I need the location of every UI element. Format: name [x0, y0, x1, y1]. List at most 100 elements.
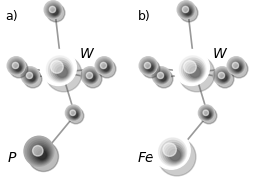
Circle shape — [66, 106, 81, 120]
Circle shape — [89, 75, 95, 81]
Circle shape — [21, 67, 39, 85]
Circle shape — [163, 143, 176, 156]
Circle shape — [45, 2, 62, 18]
Circle shape — [29, 142, 59, 171]
Circle shape — [102, 64, 109, 71]
Circle shape — [227, 57, 245, 75]
Circle shape — [218, 72, 228, 82]
Circle shape — [68, 108, 84, 124]
Circle shape — [228, 58, 245, 74]
Circle shape — [34, 147, 48, 161]
Circle shape — [42, 52, 75, 84]
Circle shape — [203, 110, 209, 116]
Circle shape — [204, 111, 211, 118]
Circle shape — [67, 107, 80, 120]
Circle shape — [87, 73, 96, 82]
Circle shape — [202, 109, 213, 119]
Circle shape — [88, 74, 95, 81]
Circle shape — [173, 50, 209, 86]
Circle shape — [10, 60, 28, 78]
Circle shape — [203, 110, 212, 119]
Circle shape — [155, 70, 169, 83]
Circle shape — [23, 69, 38, 84]
Circle shape — [26, 72, 33, 79]
Circle shape — [157, 72, 164, 79]
Circle shape — [101, 63, 110, 72]
Circle shape — [73, 113, 77, 117]
Circle shape — [180, 4, 193, 17]
Circle shape — [165, 145, 183, 163]
Circle shape — [46, 56, 82, 92]
Circle shape — [46, 3, 61, 18]
Circle shape — [178, 2, 195, 18]
Circle shape — [181, 5, 193, 17]
Circle shape — [27, 140, 52, 165]
Circle shape — [27, 73, 36, 82]
Circle shape — [31, 143, 50, 163]
Circle shape — [219, 73, 228, 82]
Circle shape — [154, 69, 169, 84]
Circle shape — [24, 70, 38, 83]
Circle shape — [232, 62, 242, 72]
Circle shape — [84, 70, 102, 88]
Circle shape — [201, 108, 217, 124]
Circle shape — [167, 147, 182, 162]
Circle shape — [179, 3, 194, 18]
Circle shape — [9, 59, 24, 74]
Circle shape — [86, 72, 96, 82]
Circle shape — [144, 62, 154, 72]
Circle shape — [213, 67, 231, 85]
Circle shape — [142, 60, 160, 78]
Circle shape — [186, 62, 203, 79]
Circle shape — [231, 61, 243, 73]
Circle shape — [95, 57, 113, 75]
Circle shape — [216, 70, 229, 83]
Circle shape — [103, 65, 109, 71]
Circle shape — [15, 65, 21, 71]
Circle shape — [40, 50, 76, 86]
Circle shape — [51, 61, 63, 73]
Circle shape — [22, 68, 39, 84]
Circle shape — [200, 107, 213, 120]
Text: a): a) — [5, 10, 18, 23]
Circle shape — [161, 140, 185, 165]
Circle shape — [47, 4, 60, 17]
Circle shape — [11, 61, 23, 73]
Circle shape — [10, 60, 24, 73]
Circle shape — [52, 62, 70, 79]
Circle shape — [25, 71, 37, 83]
Circle shape — [84, 70, 98, 83]
Circle shape — [140, 58, 157, 74]
Circle shape — [49, 6, 59, 16]
Circle shape — [214, 68, 231, 84]
Circle shape — [46, 56, 73, 83]
Circle shape — [182, 6, 189, 13]
Circle shape — [159, 74, 166, 81]
Circle shape — [98, 60, 112, 73]
Circle shape — [8, 58, 25, 74]
Circle shape — [232, 62, 238, 69]
Circle shape — [144, 62, 151, 69]
Circle shape — [182, 6, 192, 16]
Circle shape — [83, 69, 98, 84]
Circle shape — [50, 7, 59, 16]
Circle shape — [86, 72, 93, 79]
Circle shape — [153, 68, 170, 84]
Circle shape — [180, 4, 198, 22]
Circle shape — [189, 67, 200, 77]
Circle shape — [45, 54, 74, 83]
Circle shape — [52, 9, 58, 15]
Circle shape — [99, 61, 111, 73]
Circle shape — [13, 63, 22, 72]
Circle shape — [12, 62, 19, 69]
Circle shape — [158, 73, 167, 82]
Text: b): b) — [138, 10, 151, 23]
Circle shape — [38, 151, 46, 159]
Circle shape — [51, 8, 58, 15]
Circle shape — [96, 58, 113, 74]
Circle shape — [98, 60, 116, 78]
Circle shape — [179, 56, 215, 92]
Circle shape — [185, 9, 191, 15]
Circle shape — [70, 110, 79, 119]
Circle shape — [139, 57, 157, 75]
